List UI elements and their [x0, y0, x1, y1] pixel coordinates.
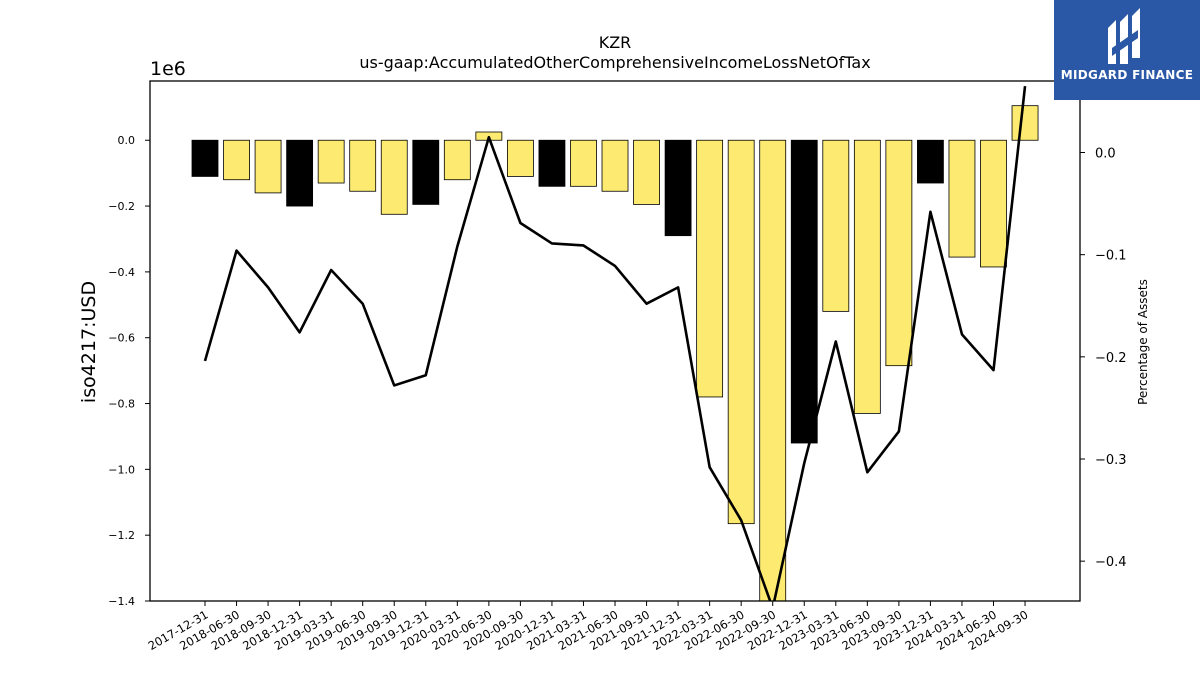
bar-2019-06-30 — [349, 139, 377, 192]
bar-2018-09-30 — [254, 139, 282, 194]
y2-tick-label: −0.4 — [1095, 555, 1127, 570]
y-tick-label: −0.8 — [108, 398, 135, 411]
bar-2022-09-30 — [759, 139, 787, 601]
y2-tick-label: −0.2 — [1095, 351, 1127, 366]
midgard-logo-icon — [1108, 8, 1140, 64]
y-tick-label: −1.0 — [108, 463, 135, 476]
bar-2019-12-31 — [412, 139, 440, 205]
bar-2023-06-30 — [853, 139, 881, 414]
y2-axis-label: Percentage of Assets — [1136, 279, 1150, 405]
y-multiplier-label: 1e6 — [150, 58, 186, 80]
bars-group — [191, 105, 1039, 601]
bar-2022-06-30 — [727, 139, 755, 525]
bar-2021-12-31 — [664, 139, 692, 237]
y2-tick-label: 0.0 — [1095, 147, 1116, 162]
y-tick-label: −0.6 — [108, 332, 135, 345]
bar-2023-09-30 — [885, 139, 913, 367]
bar-2019-03-31 — [317, 139, 345, 184]
y-tick-label: 0.0 — [118, 134, 136, 147]
chart-title: KZR — [599, 33, 632, 52]
y-axis-label: iso4217:USD — [78, 281, 100, 403]
y-tick-label: −1.4 — [108, 595, 135, 608]
bar-2017-12-31 — [191, 139, 219, 177]
y-tick-label: −0.2 — [108, 200, 135, 213]
bar-2024-09-30 — [1011, 105, 1039, 141]
line-group — [203, 85, 1027, 601]
bar-2018-12-31 — [286, 139, 314, 207]
bar-2024-06-30 — [980, 139, 1007, 268]
bar-2020-12-31 — [538, 139, 566, 187]
y-tick-label: −1.2 — [108, 529, 135, 542]
chart-subtitle: us-gaap:AccumulatedOtherComprehensiveInc… — [359, 53, 870, 72]
bar-2023-12-31 — [917, 139, 944, 184]
y-tick-label: −0.4 — [108, 266, 135, 279]
bar-2021-09-30 — [633, 139, 660, 205]
bar-2022-03-31 — [696, 139, 724, 398]
bar-2020-09-30 — [506, 139, 534, 177]
brand-logo: MIDGARD FINANCE — [1054, 0, 1200, 100]
bar-2021-06-30 — [601, 139, 629, 192]
bar-2020-03-31 — [443, 139, 471, 181]
bar-2021-03-31 — [570, 139, 597, 187]
bar-2019-09-30 — [380, 139, 408, 215]
y2-tick-label: −0.3 — [1095, 453, 1127, 468]
bar-2024-03-31 — [948, 139, 976, 258]
y2-tick-label: −0.1 — [1095, 249, 1127, 264]
bar-2018-06-30 — [223, 139, 250, 181]
bar-2023-03-31 — [822, 139, 850, 312]
bar-2022-12-31 — [790, 139, 818, 444]
brand-name: MIDGARD FINANCE — [1060, 68, 1194, 82]
